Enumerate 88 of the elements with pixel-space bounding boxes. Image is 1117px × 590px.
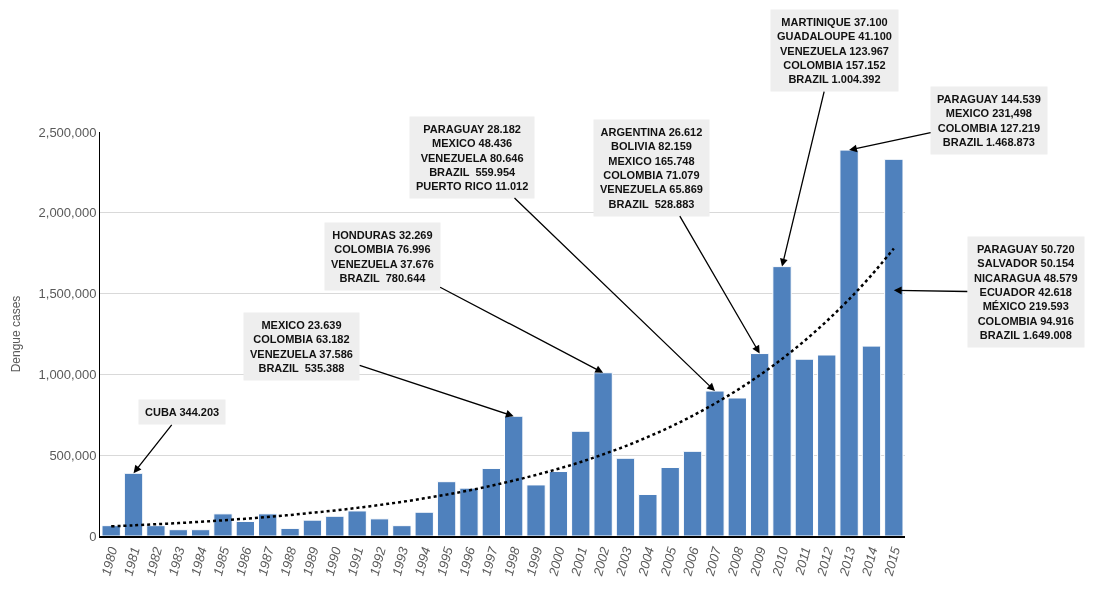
y-tick-label: 1,000,000 [38,366,97,382]
x-tick-label: 1993 [389,544,412,578]
y-axis-title: Dengue cases [8,295,23,373]
bar [101,525,121,536]
x-tick-label: 2013 [836,544,859,579]
annotation: HONDURAS 32.269 COLOMBIA 76.996 VENEZUELA 37.676 BRAZIL 780.644 [331,229,434,284]
line-series [109,247,896,528]
annotation: PARAGUAY 50.720 SALVADOR 50.154 NICARAGUA 48.579 ECUADOR 42.618 MÉXICO 219.593 COLOMBIA 94.916 BRAZIL 1.649.008 [974,243,1078,341]
x-tick-label: 1994 [411,545,434,578]
bar [817,354,837,536]
x-tick-label: 2010 [768,544,792,579]
x-tick-label: 1987 [254,544,278,578]
bar [682,450,703,536]
x-tick-label: 2005 [657,544,680,579]
bar [861,345,882,536]
x-tick-label: 2008 [724,544,747,579]
x-tick-label: 1997 [478,544,501,578]
x-tick-label: 2000 [545,544,568,579]
bar [615,457,636,536]
y-tick-label: 1,500,000 [38,286,97,302]
x-tick-label: 1980 [98,544,121,578]
annotation: CUBA 344.203 [145,406,220,418]
bar [146,525,166,536]
x-tick-label: 1989 [299,545,322,578]
x-tick-label: 1986 [232,544,255,578]
bar [571,430,591,536]
x-tick-label: 2011 [791,545,814,578]
bar [504,415,524,536]
x-tick-label: 1995 [433,544,456,578]
x-tick-label: 1983 [165,544,188,578]
bar [123,472,144,536]
bar [593,372,613,536]
bar [772,266,792,536]
x-tick-label: 2004 [634,545,658,579]
bar [749,353,770,536]
bar [436,481,457,536]
bar [526,484,546,536]
bar [884,158,904,536]
annotation: MARTINIQUE 37.100 GUADALOUPE 41.100 VENEZUELA 123.967 COLOMBIA 157.152 BRAZIL 1.004.392 [777,16,892,86]
y-tick-label: 2,500,000 [38,124,97,140]
bar [213,513,233,536]
x-tick-label: 2007 [701,544,725,579]
y-tick-label: 0 [89,528,97,544]
bar [280,527,300,536]
x-tick-label: 2003 [612,544,635,579]
x-tick-label: 1984 [187,545,210,578]
bar [392,525,412,536]
bar [839,149,859,536]
annotation: PARAGUAY 28.182 MEXICO 48.436 VENEZUELA 80.646 BRAZIL 559.954 PUERTO RICO 11.012 [416,123,529,193]
x-tick-label: 1996 [456,544,479,578]
x-tick-label: 2009 [746,545,769,579]
x-tick-label: 1990 [321,544,345,578]
x-tick-label: 2014 [858,545,881,579]
bar [235,520,256,536]
bar [414,511,434,536]
bar [705,390,725,536]
x-tick-label: 2006 [679,544,702,579]
x-tick-label: 2001 [567,545,590,579]
x-tick-label: 2015 [880,544,904,579]
x-tick-label: 1992 [366,544,389,578]
bar [258,513,278,536]
x-tick-label: 1981 [120,545,143,578]
bar [638,493,658,536]
annotation: MEXICO 23.639 COLOMBIA 63.182 VENEZUELA 37.586 BRAZIL 535.388 [250,319,353,374]
x-tick-label: 1998 [500,544,524,578]
bar [347,510,367,536]
bar [548,471,569,536]
bar [302,519,323,536]
bar [325,515,345,536]
annotation: PARAGUAY 144.539 MEXICO 231,498 COLOMBIA 127.219 BRAZIL 1.468.873 [937,93,1041,148]
bar [168,529,188,536]
y-tick-label: 500,000 [49,447,97,463]
bar [794,358,815,536]
annotation: ARGENTINA 26.612 BOLIVIA 82.159 MEXICO 165.748 COLOMBIA 71.079 VENEZUELA 65.869 BRAZIL 528.883 [600,126,703,210]
bar [190,529,211,536]
x-tick-label: 2012 [813,544,837,579]
bar [369,518,390,536]
x-tick-label: 1982 [143,544,166,578]
x-tick-label: 1991 [344,545,367,578]
y-tick-label: 2,000,000 [38,205,97,221]
x-tick-label: 1988 [277,544,300,578]
bar [481,467,501,536]
bar [727,397,747,536]
x-tick-label: 2002 [590,544,613,579]
x-tick-label: 1985 [210,544,233,578]
bar [459,487,479,536]
x-tick-label: 1999 [523,545,546,578]
bar [660,466,680,536]
